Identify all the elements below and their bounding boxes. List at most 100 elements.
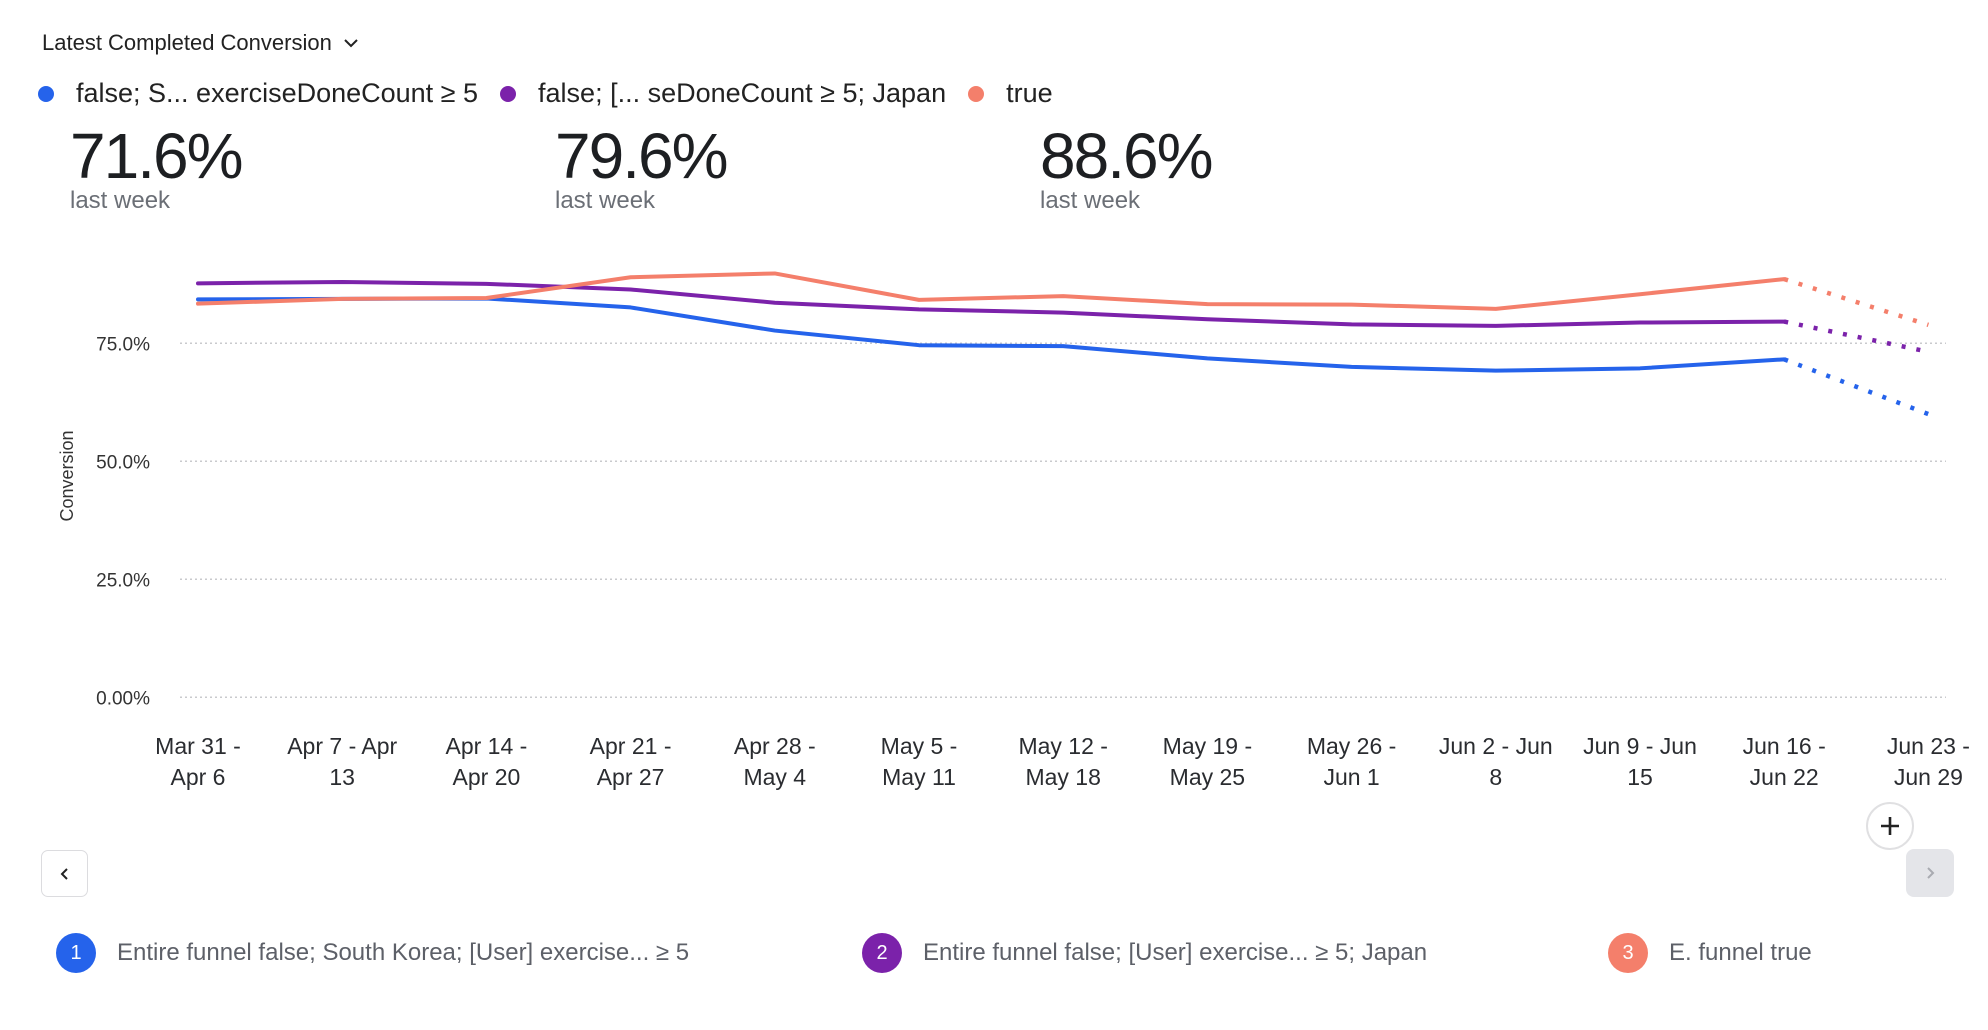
add-annotation-button[interactable]: [1866, 802, 1914, 850]
x-tick-label: Jun 16 -: [1743, 733, 1826, 759]
data-point-series-2[interactable]: [192, 277, 204, 289]
x-tick-label: May 12 -: [1018, 733, 1107, 759]
stat-series-2: 79.6% last week: [555, 120, 728, 214]
x-tick-label: May 19 -: [1163, 733, 1252, 759]
y-tick-label: 50.0%: [96, 452, 150, 473]
chevron-right-icon: [1927, 867, 1935, 879]
data-point-series-3[interactable]: [480, 292, 492, 304]
series-line-3: [196, 271, 1787, 311]
x-tick-label: May 4: [743, 764, 806, 790]
y-tick-label: 75.0%: [96, 334, 150, 355]
y-tick-label: 25.0%: [96, 570, 150, 591]
data-point-series-2[interactable]: [480, 278, 492, 290]
x-tick-label: Mar 31 -: [155, 733, 241, 759]
stat-value: 79.6%: [555, 120, 728, 192]
data-point-series-3[interactable]: [1346, 299, 1358, 311]
series-index-badge: 1: [56, 933, 96, 973]
data-point-series-1[interactable]: [1201, 352, 1213, 364]
chevron-down-icon: [344, 39, 358, 48]
data-point-series-3[interactable]: [913, 294, 925, 306]
series-index-badge: 2: [862, 933, 902, 973]
data-point-series-3[interactable]: [1201, 298, 1213, 310]
legend-label: false; [... seDoneCount ≥ 5; Japan: [538, 78, 947, 108]
bottom-legend-item-1[interactable]: 1 Entire funnel false; South Korea; [Use…: [56, 933, 689, 973]
series-label: Entire funnel false; South Korea; [User]…: [117, 939, 690, 966]
data-point-series-1[interactable]: [913, 339, 925, 351]
x-tick-label: Apr 27: [597, 764, 665, 790]
y-axis-title: Conversion: [57, 430, 77, 521]
data-point-series-2[interactable]: [1490, 320, 1502, 332]
data-point-series-1[interactable]: [1778, 353, 1790, 365]
data-point-series-3[interactable]: [336, 293, 348, 305]
stat-series-1: 71.6% last week: [70, 120, 243, 214]
x-tick-label: Apr 28 -: [734, 733, 816, 759]
data-point-series-2[interactable]: [625, 283, 637, 295]
data-point-series-2[interactable]: [1057, 307, 1069, 319]
data-point-series-1[interactable]: [769, 325, 781, 337]
x-tick-label: May 11: [882, 764, 956, 790]
data-point-series-3[interactable]: [1634, 288, 1646, 300]
data-point-series-1[interactable]: [1634, 362, 1646, 374]
data-point-series-3[interactable]: [1057, 290, 1069, 302]
data-point-series-1[interactable]: [1346, 361, 1358, 373]
x-tick-label: May 26 -: [1307, 733, 1396, 759]
data-point-series-1[interactable]: [1490, 365, 1502, 377]
data-point-series-1[interactable]: [1057, 340, 1069, 352]
bottom-legend-item-3[interactable]: 3 E. funnel true: [1608, 933, 1812, 973]
x-tick-label: Jun 1: [1323, 764, 1379, 790]
x-tick-label: 15: [1627, 764, 1653, 790]
x-tick-label: Apr 6: [171, 764, 226, 790]
metric-selector-dropdown[interactable]: Latest Completed Conversion: [42, 30, 360, 56]
data-point-series-1[interactable]: [1922, 408, 1934, 420]
chevron-left-icon: [60, 867, 68, 880]
data-point-series-1[interactable]: [625, 301, 637, 313]
data-point-series-3[interactable]: [625, 271, 637, 283]
line-chart: 0.00% 25.0% 50.0% 75.0% Conversion Mar 31 - Ap…: [57, 267, 1970, 790]
data-point-series-2[interactable]: [1922, 346, 1934, 358]
metric-selector-label: Latest Completed Conversion: [42, 30, 332, 55]
x-tick-label: 13: [329, 764, 355, 790]
x-tick-label: May 25: [1170, 764, 1245, 790]
data-point-series-3[interactable]: [192, 298, 204, 310]
data-point-series-3[interactable]: [1922, 319, 1934, 331]
stat-subtitle: last week: [555, 187, 656, 214]
x-tick-label: Jun 9 - Jun: [1583, 733, 1697, 759]
legend-item-series-2[interactable]: false; [... seDoneCount ≥ 5; Japan: [500, 78, 946, 109]
x-tick-label: Apr 21 -: [590, 733, 672, 759]
data-point-series-2[interactable]: [769, 297, 781, 309]
stat-value: 71.6%: [70, 120, 243, 192]
legend-item-series-3[interactable]: true: [968, 78, 1053, 109]
stat-series-3: 88.6% last week: [1040, 120, 1213, 214]
previous-page-button[interactable]: [41, 850, 88, 897]
stat-value: 88.6%: [1040, 120, 1213, 192]
legend-item-series-1[interactable]: false; S... exerciseDoneCount ≥ 5: [38, 78, 478, 109]
data-point-series-2[interactable]: [1634, 317, 1646, 329]
data-point-series-2[interactable]: [1201, 313, 1213, 325]
y-tick-label: 0.00%: [96, 688, 150, 709]
stat-subtitle: last week: [70, 187, 171, 214]
data-point-series-3[interactable]: [1778, 273, 1790, 285]
legend-label: false; S... exerciseDoneCount ≥ 5: [76, 78, 479, 108]
next-page-button[interactable]: [1906, 849, 1954, 897]
x-tick-label: May 18: [1025, 764, 1100, 790]
data-point-series-3[interactable]: [1490, 303, 1502, 315]
data-point-series-2[interactable]: [336, 276, 348, 288]
series-projection-3: [1783, 276, 1930, 328]
legend-dot-icon: [500, 85, 517, 102]
stat-subtitle: last week: [1040, 187, 1141, 214]
data-point-series-2[interactable]: [1778, 316, 1790, 328]
legend-label: true: [1006, 78, 1053, 108]
series-label: E. funnel true: [1669, 939, 1812, 966]
series-label: Entire funnel false; [User] exercise... …: [923, 939, 1428, 966]
data-point-series-3[interactable]: [769, 267, 781, 279]
x-tick-label: Apr 14 -: [445, 733, 527, 759]
data-point-series-2[interactable]: [1346, 318, 1358, 330]
x-tick-label: Apr 20: [453, 764, 521, 790]
plus-icon: [1881, 817, 1899, 835]
series-line-2: [196, 279, 1787, 328]
bottom-legend-item-2[interactable]: 2 Entire funnel false; [User] exercise..…: [862, 933, 1427, 973]
legend-dot-icon: [38, 85, 54, 102]
x-tick-label: Apr 7 - Apr: [287, 733, 397, 759]
x-tick-label: Jun 2 - Jun: [1439, 733, 1553, 759]
series-projection-2: [1783, 319, 1929, 354]
